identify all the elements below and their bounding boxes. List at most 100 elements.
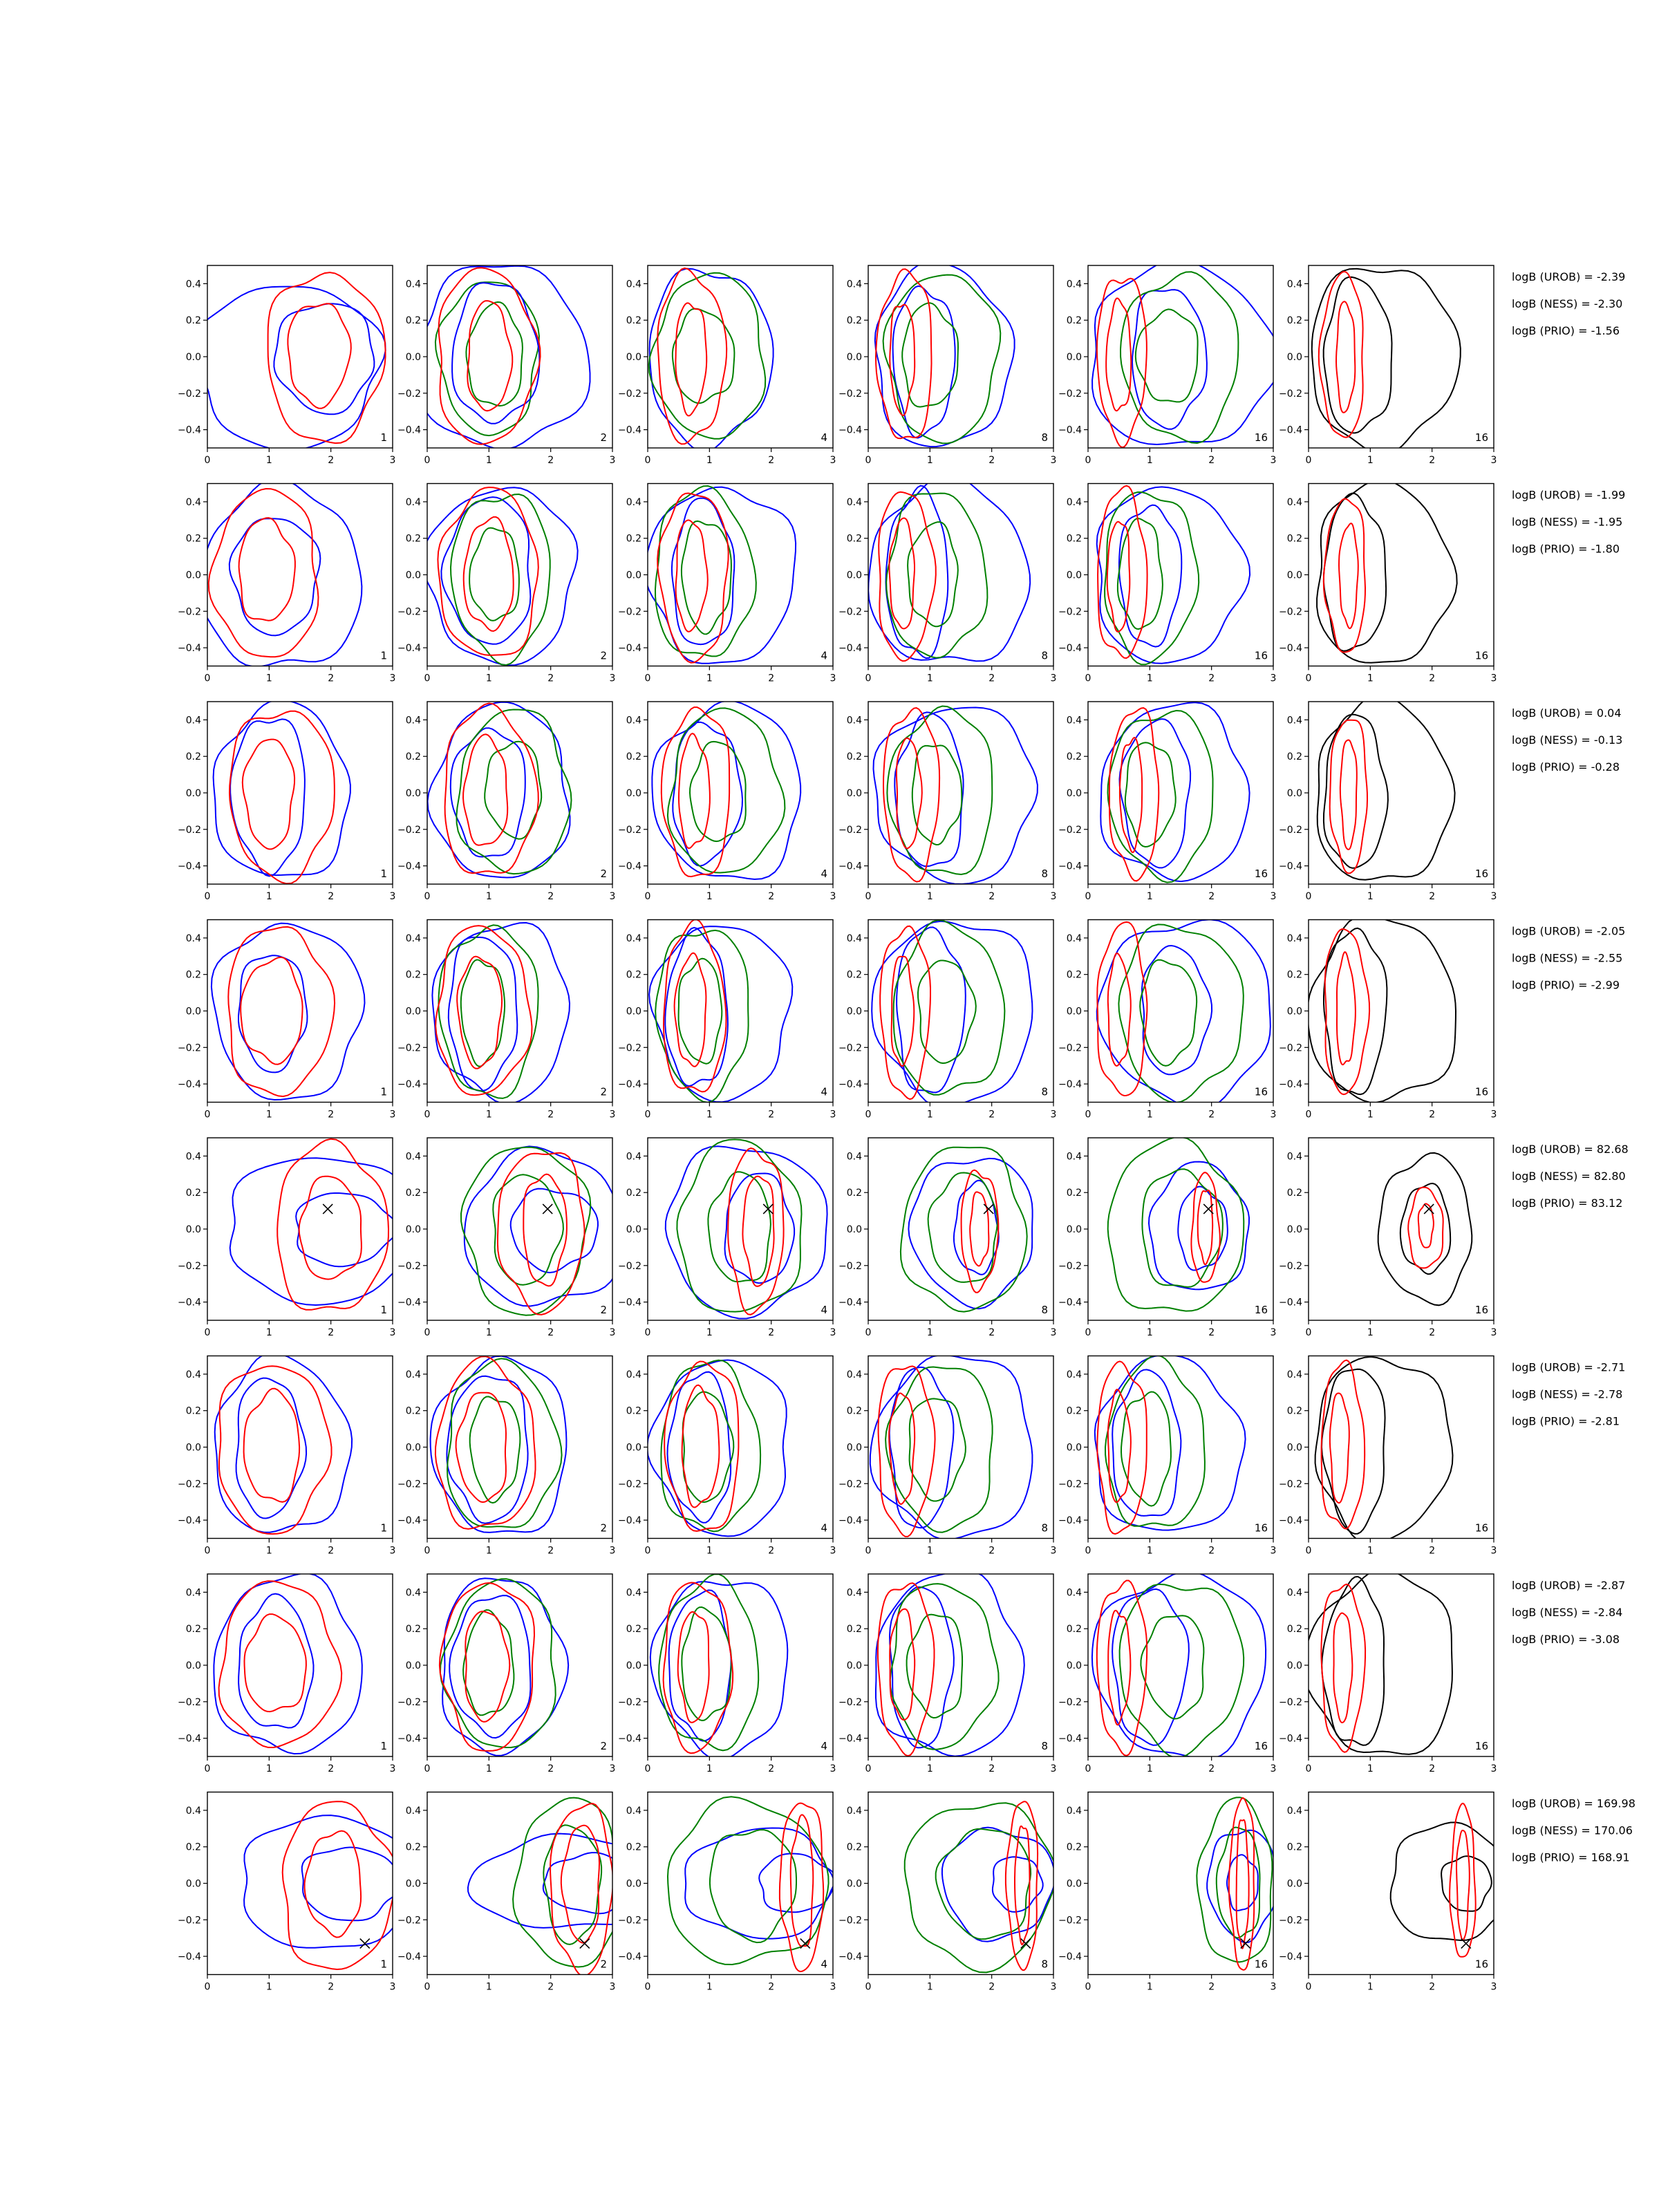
y-tick-label: −0.2 [1279, 1915, 1302, 1926]
red-contour [550, 1803, 612, 1975]
x-tick-label: 2 [1208, 673, 1215, 684]
red-contour [778, 1802, 825, 1973]
axes-frame [868, 1355, 1054, 1539]
x-tick-label: 2 [547, 1546, 554, 1557]
x-tick-label: 0 [205, 1109, 211, 1121]
x-tick-label: 1 [706, 1546, 713, 1557]
panel-r5-c2: 0 1 2 30.40.20.0−0.2−0.42 [397, 1137, 615, 1338]
panel-label: 8 [1041, 868, 1048, 880]
red-contour [677, 1611, 710, 1723]
red-contour [1455, 1830, 1470, 1941]
panel-label: 16 [1475, 650, 1488, 662]
y-tick-label: −0.4 [838, 1734, 862, 1745]
y-tick-label: 0.0 [847, 1224, 862, 1235]
y-tick-label: 0.4 [847, 933, 862, 944]
panel-r7-c5: 0 1 2 3 0.4 0.2 0.0 −0.2 −0.4 16 [1058, 1573, 1276, 1774]
x-tick-label: 2 [1429, 1546, 1435, 1557]
y-tick-label: 0.4 [1067, 933, 1082, 944]
y-tick-label: 0.2 [1067, 970, 1082, 981]
panel-r3-c4: 0 1 2 3 0.4 0.2 0.0 −0.2 −0.4 8 [838, 701, 1056, 902]
red-contour [218, 1365, 332, 1535]
blue-contour [207, 285, 386, 448]
x-tick-label: 0 [865, 455, 872, 466]
x-tick-label: 1 [266, 1327, 272, 1338]
x-tick-label: 3 [390, 1327, 396, 1338]
blue-contour [885, 485, 949, 659]
x-tick-label: 1 [927, 891, 933, 902]
blue-contour [229, 1157, 393, 1306]
x-tick-label: 2 [988, 1763, 995, 1774]
panel-label: 2 [600, 650, 607, 662]
red-contour [1320, 1359, 1366, 1530]
x-tick-label: 0 [865, 1109, 872, 1121]
x-tick-label: 1 [706, 1109, 713, 1121]
logb-annotation: logB (NESS) = -2.84 [1512, 1606, 1622, 1619]
panel-label: 8 [1041, 1958, 1048, 1971]
black-contour [1323, 927, 1388, 1096]
black-contour [1377, 1152, 1473, 1306]
blue-contour [1147, 1161, 1250, 1291]
y-tick-label: 0.0 [626, 1224, 641, 1235]
y-tick-label: 0.2 [406, 1624, 421, 1635]
y-tick-label: 0.0 [1287, 788, 1302, 799]
x-tick-label: 3 [1271, 455, 1277, 466]
logb-annotation: logB (PRIO) = -1.80 [1512, 543, 1620, 556]
panel-label: 8 [1041, 1304, 1048, 1316]
true-value-marker [542, 1203, 553, 1215]
x-tick-label: 1 [1367, 1763, 1374, 1774]
x-tick-label: 1 [266, 1982, 272, 1993]
blue-contour [1177, 1185, 1228, 1271]
red-contour [281, 1801, 393, 1971]
green-contour [492, 1174, 564, 1286]
red-contour [878, 491, 937, 662]
x-tick-label: 2 [328, 891, 334, 902]
y-tick-label: 0.4 [1067, 497, 1082, 508]
x-tick-label: 1 [927, 1109, 933, 1121]
y-tick-label: −0.4 [397, 1515, 421, 1526]
panel-label: 16 [1475, 1522, 1488, 1535]
x-tick-label: 2 [768, 891, 774, 902]
blue-contour [210, 922, 366, 1101]
y-tick-label: −0.4 [1058, 1297, 1082, 1309]
y-tick-label: 0.2 [186, 1624, 201, 1635]
blue-contour [758, 1853, 833, 1913]
true-value-marker [1203, 1203, 1214, 1215]
y-tick-label: 0.2 [186, 1188, 201, 1199]
red-contour [673, 952, 707, 1067]
x-tick-label: 0 [424, 673, 431, 684]
x-tick-label: 2 [328, 1546, 334, 1557]
x-tick-label: 3 [1491, 1546, 1497, 1557]
green-contour [671, 308, 735, 404]
logb-annotation: logB (NESS) = -2.78 [1512, 1388, 1622, 1401]
panel-r8-c2: 0 1 2 30.40.20.0−0.2−0.42 [397, 1791, 615, 1993]
y-tick-label: −0.4 [178, 643, 201, 654]
blue-contour [431, 921, 571, 1103]
y-tick-label: 0.2 [1067, 1624, 1082, 1635]
y-tick-label: 0.0 [186, 788, 201, 799]
y-tick-label: 0.4 [186, 933, 201, 944]
blue-contour [212, 702, 351, 877]
red-contour [877, 1582, 935, 1756]
green-contour [449, 493, 551, 666]
green-contour [677, 957, 723, 1065]
panel-label: 2 [600, 1304, 607, 1316]
blue-contour [941, 1826, 1053, 1942]
y-tick-label: 0.2 [1067, 1188, 1082, 1199]
blue-contour [449, 727, 526, 858]
y-tick-label: 0.4 [847, 1806, 862, 1817]
x-tick-label: 1 [266, 891, 272, 902]
y-tick-label: −0.2 [397, 1915, 421, 1926]
x-tick-label: 1 [1147, 891, 1153, 902]
x-tick-label: 3 [1271, 891, 1277, 902]
x-tick-label: 0 [645, 673, 651, 684]
x-tick-label: 2 [768, 1982, 774, 1993]
panel-r6-c6: 0 1 2 3 0.4 0.2 0.0 −0.2 −0.4 16 [1279, 1355, 1497, 1557]
y-tick-label: −0.4 [1058, 425, 1082, 436]
panel-r6-c5: 0 1 2 3 0.4 0.2 0.0 −0.2 −0.4 16 [1058, 1355, 1276, 1557]
red-contour [438, 267, 541, 445]
blue-contour [427, 487, 579, 666]
x-tick-label: 3 [1051, 1109, 1057, 1121]
x-tick-label: 0 [1306, 455, 1312, 466]
x-tick-label: 3 [830, 1109, 836, 1121]
logb-annotation: logB (NESS) = 82.80 [1512, 1170, 1626, 1183]
